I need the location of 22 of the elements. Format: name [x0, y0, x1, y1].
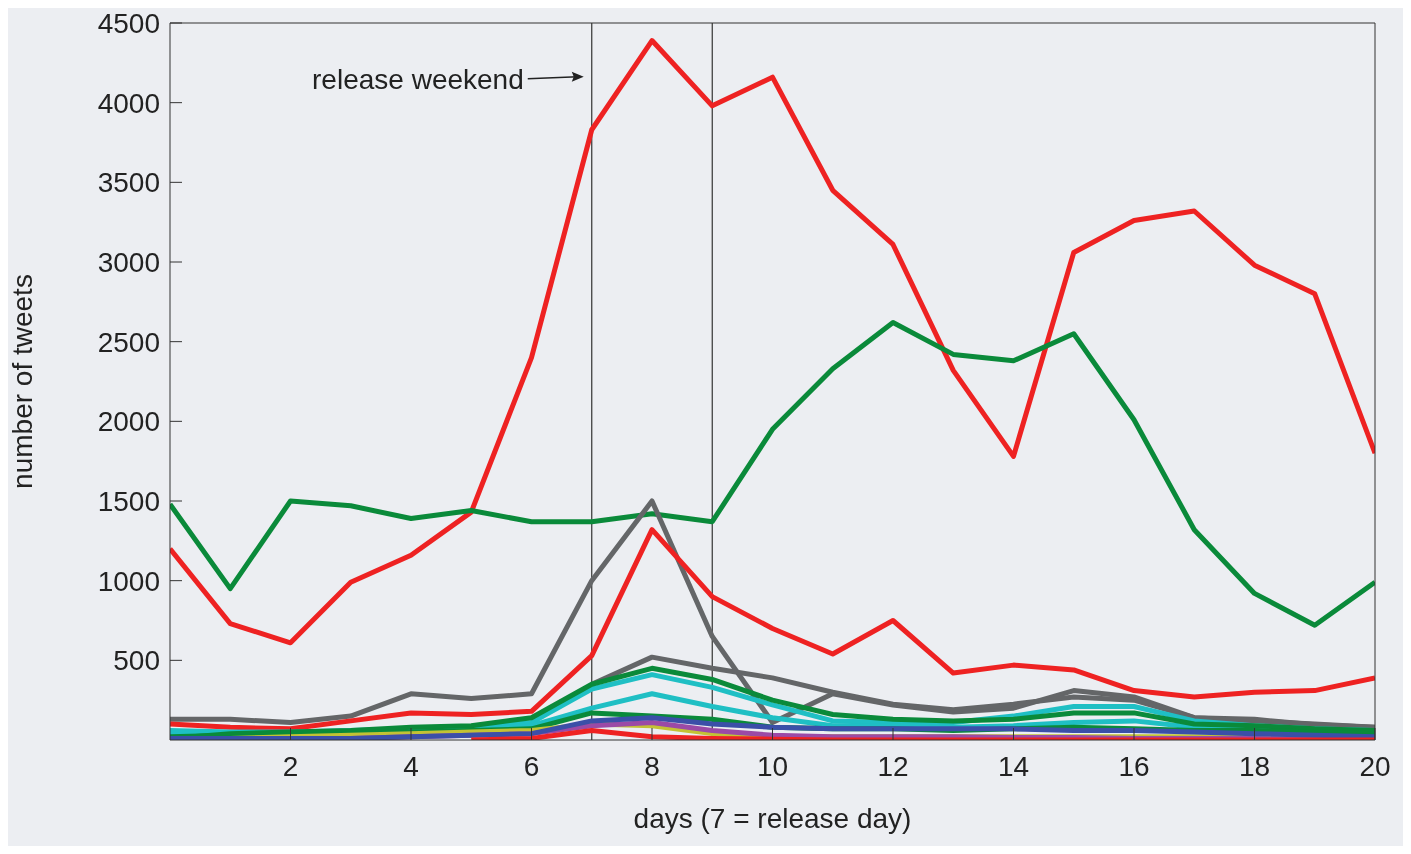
y-tick-label: 3500 [97, 167, 160, 199]
x-tick-label: 18 [1238, 750, 1271, 782]
x-tick-label: 2 [282, 750, 299, 782]
y-tick-label: 1500 [97, 485, 160, 517]
x-tick-label: 4 [403, 750, 419, 782]
y-axis-title: number of tweets [6, 274, 38, 489]
y-tick-label: 4000 [97, 87, 160, 119]
y-tick-label: 2500 [97, 326, 160, 358]
x-tick-label: 12 [877, 750, 909, 782]
y-tick-label: 500 [113, 645, 160, 677]
x-tick-label: 16 [1118, 750, 1150, 782]
annotation: release weekend [312, 63, 524, 95]
x-tick-label: 10 [756, 750, 789, 782]
y-tick-label: 1000 [97, 565, 160, 597]
x-axis-title: days (7 = release day) [633, 803, 912, 834]
y-tick-label: 4500 [97, 7, 160, 39]
y-tick-label: 2000 [97, 406, 160, 438]
x-tick-label: 8 [644, 750, 660, 782]
x-tick-label: 14 [997, 750, 1030, 782]
y-tick-label: 3000 [97, 246, 160, 278]
x-tick-label: 20 [1359, 750, 1391, 782]
x-tick-label: 6 [523, 750, 540, 782]
